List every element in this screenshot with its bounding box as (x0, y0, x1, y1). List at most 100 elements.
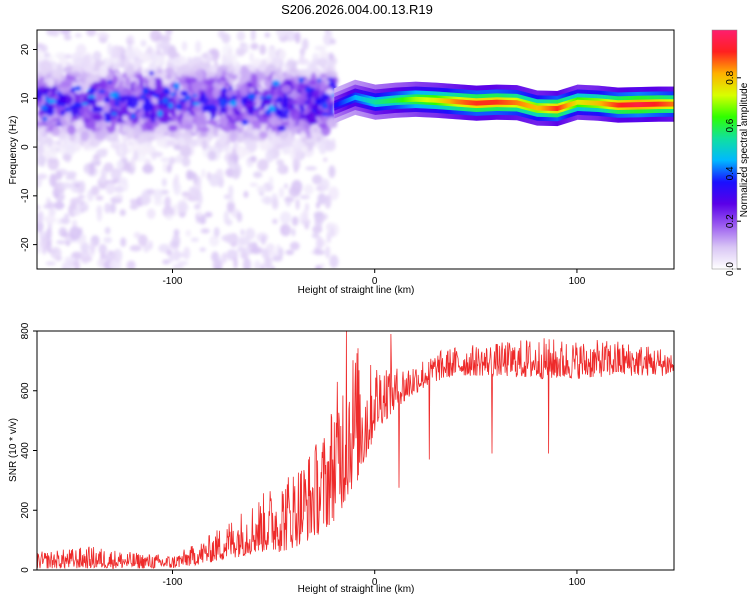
heatmap-cell (564, 103, 567, 109)
heatmap-cell (259, 44, 267, 55)
heatmap-cell (600, 101, 602, 106)
snr-y-tick-label: 600 (20, 382, 31, 399)
heatmap-cell (468, 100, 471, 106)
heatmap-cell (120, 237, 127, 247)
heatmap-cell (504, 99, 506, 105)
heatmap-cell (172, 249, 181, 261)
heatmap-cell (420, 97, 422, 102)
heatmap-cell (632, 102, 634, 108)
heatmap-noise (37, 30, 340, 269)
colorbar-ticks: 0.0 0.2 0.4 0.6 0.8 (725, 70, 741, 276)
heatmap-cell (643, 102, 645, 107)
heatmap-cell (50, 69, 58, 77)
heatmap-cell (328, 165, 336, 179)
heatmap-cell (169, 59, 181, 65)
heatmap-cell (617, 102, 619, 108)
heatmap-cell (359, 96, 361, 101)
heatmap-cell (518, 100, 520, 106)
heatmap-cell (149, 30, 162, 43)
heatmap-cell (315, 201, 320, 209)
heatmap-cell (247, 108, 254, 116)
heatmap-cell (555, 106, 558, 111)
heatmap-cell (290, 100, 299, 106)
heatmap-cell (349, 96, 351, 102)
heatmap-cell (479, 100, 482, 106)
heatmap-cell (109, 202, 116, 214)
heatmap-cell (265, 149, 274, 163)
heatmap-cell (146, 75, 153, 81)
heatmap-cell (361, 96, 363, 102)
heatmap-cell (649, 101, 652, 107)
heatmap-cell (666, 101, 669, 107)
heatmap-cell (541, 105, 543, 111)
heatmap-cell (140, 52, 152, 64)
heatmap-cell (260, 235, 266, 246)
heatmap-cell (181, 41, 188, 52)
heatmap-cell (157, 123, 169, 134)
heatmap-cell (521, 101, 523, 107)
heatmap-cell (101, 78, 107, 87)
heatmap-cell (153, 188, 163, 202)
heatmap-cell (64, 256, 77, 263)
heatmap-cell (664, 101, 667, 107)
heatmap-cell (221, 60, 231, 65)
heatmap-cell (507, 100, 509, 105)
heatmap-cell (242, 138, 254, 144)
heatmap-cell (638, 102, 640, 108)
heatmap-cell (436, 97, 438, 103)
heatmap-cell (253, 260, 261, 269)
heatmap-cell (201, 139, 208, 151)
heatmap-cell (229, 123, 237, 131)
heatmap-cell (601, 101, 603, 106)
heatmap-cell (162, 259, 170, 265)
heatmap-cell (218, 117, 226, 124)
heatmap-cell (201, 168, 206, 179)
heatmap-cell (134, 84, 143, 95)
heatmap-cell (596, 100, 598, 106)
heatmap-cell (267, 127, 273, 138)
heatmap-cell (553, 106, 555, 111)
heatmap-cell (511, 100, 513, 105)
heatmap-cell (259, 96, 264, 100)
heatmap-cell (207, 150, 217, 161)
heatmap-cell (505, 99, 507, 105)
heatmap-cell (247, 93, 255, 100)
heatmap-cell (45, 261, 56, 266)
heatmap-cell (453, 99, 455, 104)
heatmap-cell (198, 126, 210, 133)
heatmap-cell (192, 64, 199, 71)
heatmap-cell (524, 102, 526, 108)
heatmap-cell (348, 97, 350, 103)
heatmap-cell (594, 100, 596, 106)
heatmap-cell (179, 144, 192, 158)
heatmap-cell (559, 105, 562, 111)
heatmap-cell (153, 103, 160, 110)
heatmap-cell (199, 214, 207, 225)
heatmap-cell (434, 97, 436, 103)
heatmap-cell (529, 103, 531, 109)
heatmap-cell (547, 105, 549, 111)
heatmap-cell (372, 99, 374, 105)
heatmap-cell (322, 213, 328, 220)
heatmap-cell (164, 196, 172, 210)
heatmap-cell (77, 126, 86, 133)
heatmap-cell (148, 70, 155, 76)
heatmap-cell (602, 101, 604, 107)
heatmap-cell (176, 199, 188, 214)
heatmap-cell (160, 157, 171, 163)
heatmap-cell (439, 98, 441, 103)
heatmap-cell (187, 56, 192, 67)
heatmap-cell (156, 72, 163, 79)
heatmap-cell (496, 99, 498, 105)
heatmap-cell (312, 53, 319, 61)
heatmap-cell (388, 98, 391, 104)
heatmap-cell (118, 62, 125, 68)
heatmap-cell (70, 109, 77, 116)
heatmap-cell (309, 124, 316, 136)
heatmap-cell (432, 97, 434, 103)
heatmap-cell (138, 234, 148, 247)
heatmap-cell (461, 99, 463, 105)
heatmap-cell (279, 133, 287, 140)
heatmap-cell (378, 99, 381, 105)
heatmap-cell (221, 87, 227, 92)
